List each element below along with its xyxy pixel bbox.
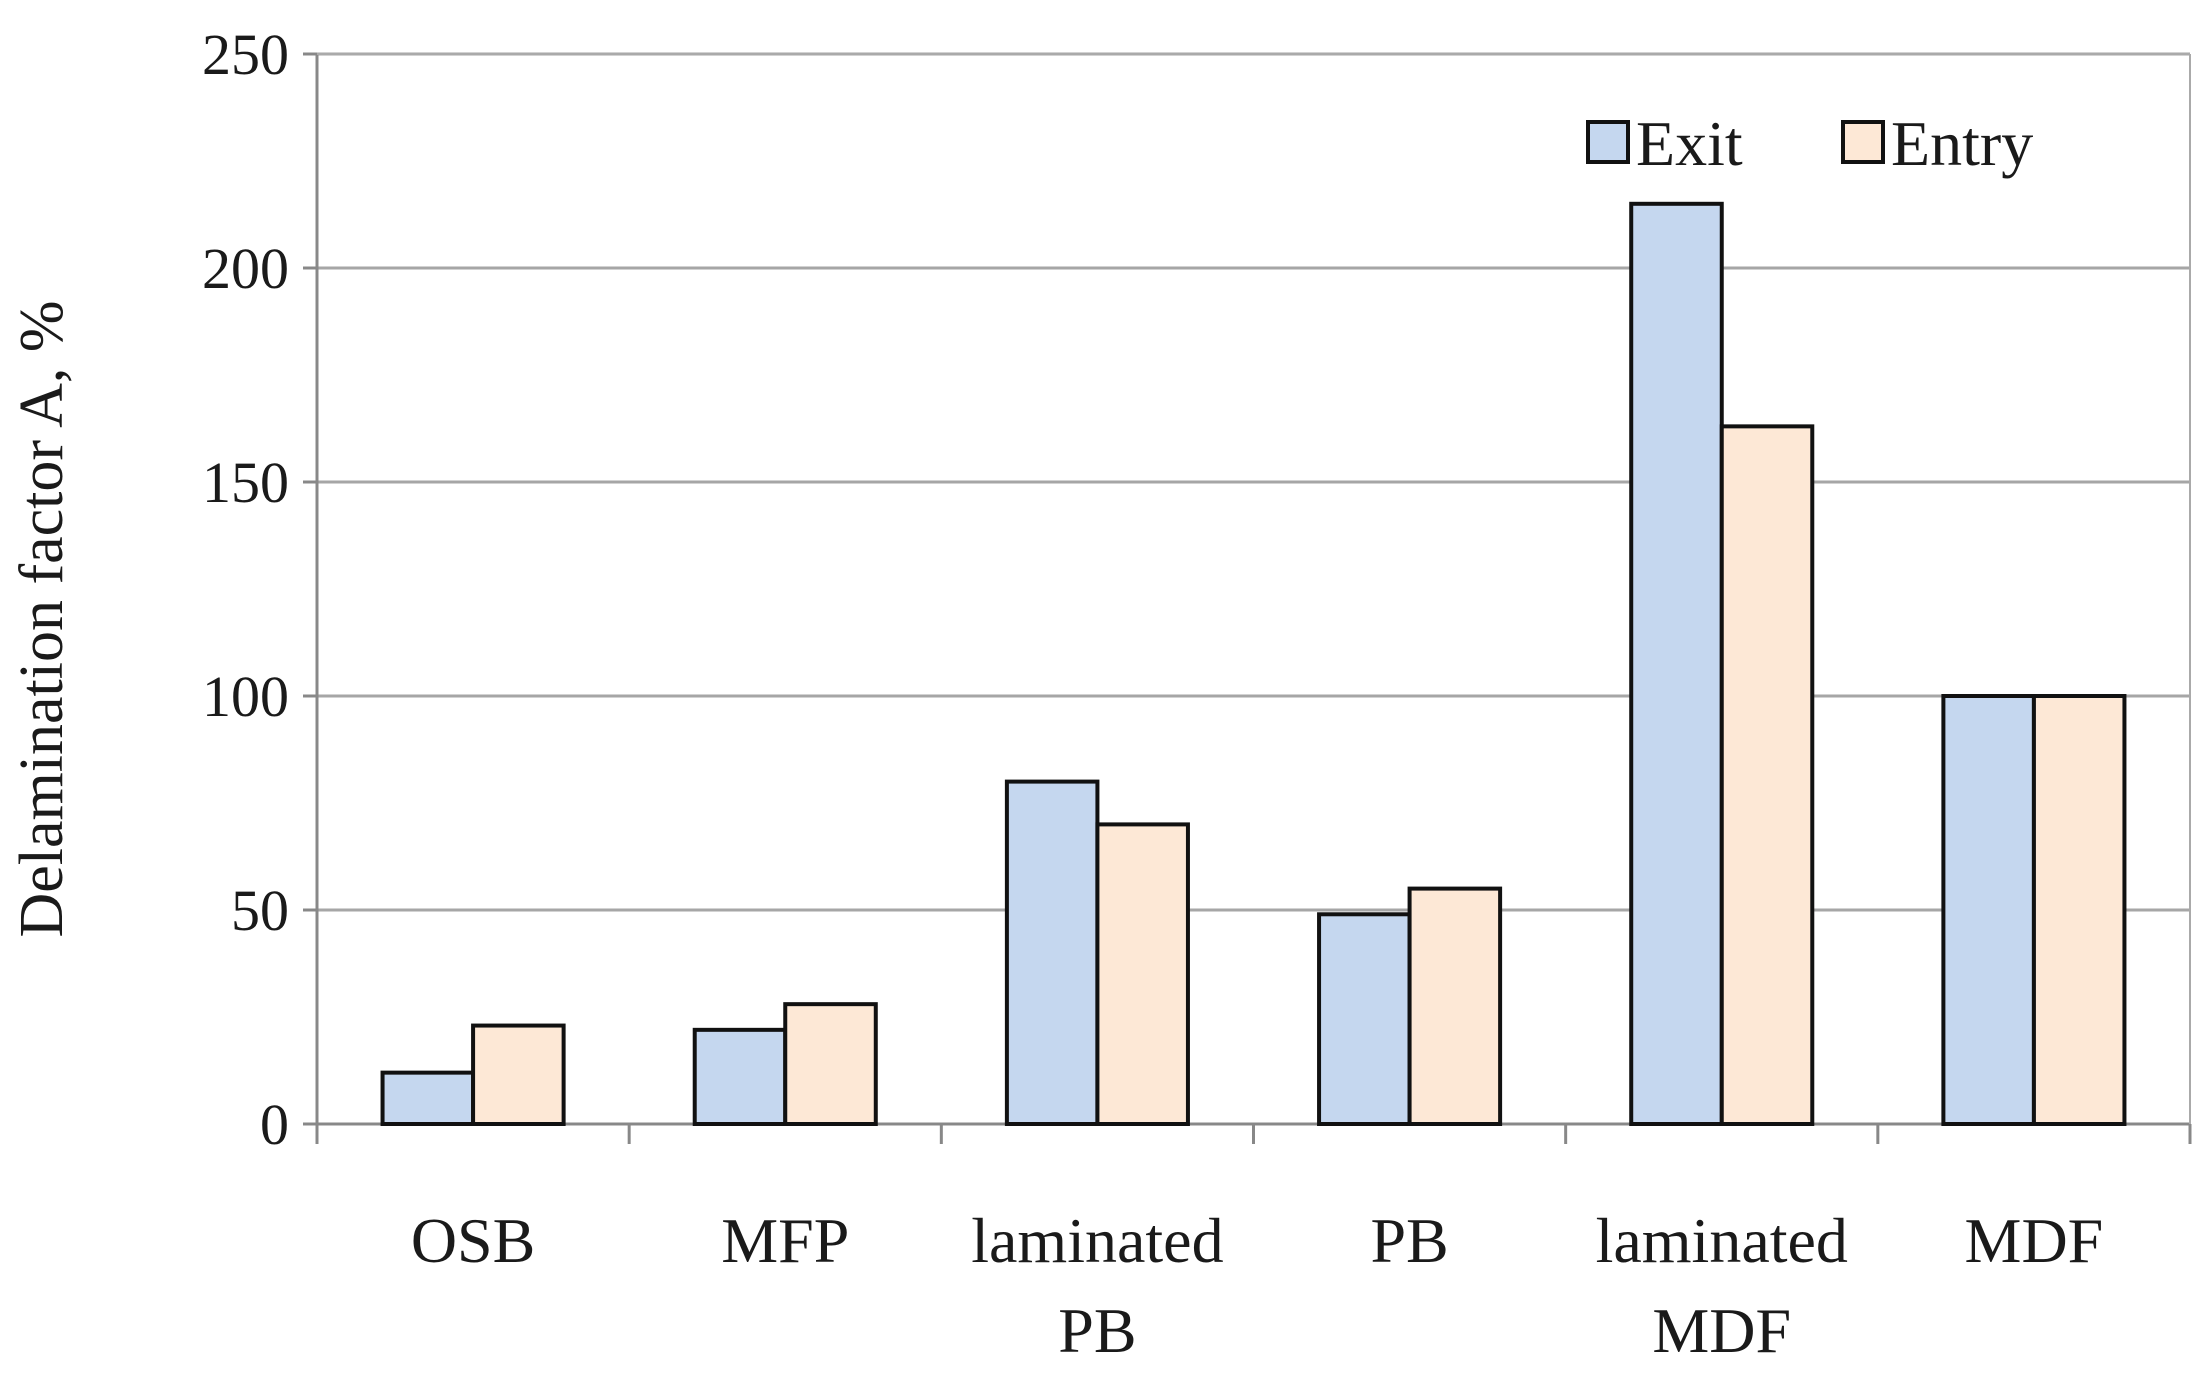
- bar-exit: [380, 1070, 476, 1127]
- y-tick-label: 50: [231, 878, 289, 943]
- legend-swatch: [1841, 120, 1885, 164]
- bar-exit: [692, 1027, 788, 1126]
- legend-item-exit: Exit: [1586, 108, 1743, 179]
- x-tick-label: PB: [1370, 1205, 1448, 1276]
- bar-entry: [1095, 822, 1190, 1127]
- y-tick-label: 200: [202, 236, 289, 301]
- y-tick-label: 0: [260, 1092, 289, 1157]
- bar-entry: [2031, 694, 2127, 1126]
- bar-entry: [1719, 424, 1815, 1126]
- x-tick-label: MFP: [721, 1205, 849, 1276]
- x-tick-label: laminated: [971, 1205, 1223, 1276]
- y-tick-label: 250: [202, 22, 289, 87]
- legend-item-entry: Entry: [1841, 108, 2033, 179]
- x-tick-label: PB: [1058, 1295, 1136, 1366]
- bar-exit: [1004, 779, 1100, 1126]
- bar-exit: [1317, 912, 1412, 1127]
- bar-exit: [1629, 201, 1724, 1127]
- legend-label: Exit: [1636, 108, 1743, 179]
- x-tick-label: MDF: [1652, 1295, 1791, 1366]
- x-tick-label: laminated: [1596, 1205, 1848, 1276]
- legend-swatch: [1586, 120, 1630, 164]
- x-tick-label: MDF: [1965, 1205, 2104, 1276]
- y-tick-label: 150: [202, 450, 289, 515]
- x-tick-label: OSB: [411, 1205, 536, 1276]
- bar-exit: [1941, 694, 2036, 1126]
- legend-label: Entry: [1891, 108, 2033, 179]
- y-axis-label: Delamination factor A, %: [8, 300, 76, 937]
- bar-entry: [783, 1002, 878, 1126]
- y-tick-label: 100: [202, 664, 289, 729]
- legend: Exit Entry: [1586, 108, 2033, 179]
- bar-entry: [1407, 886, 1503, 1126]
- bar-entry: [471, 1023, 566, 1127]
